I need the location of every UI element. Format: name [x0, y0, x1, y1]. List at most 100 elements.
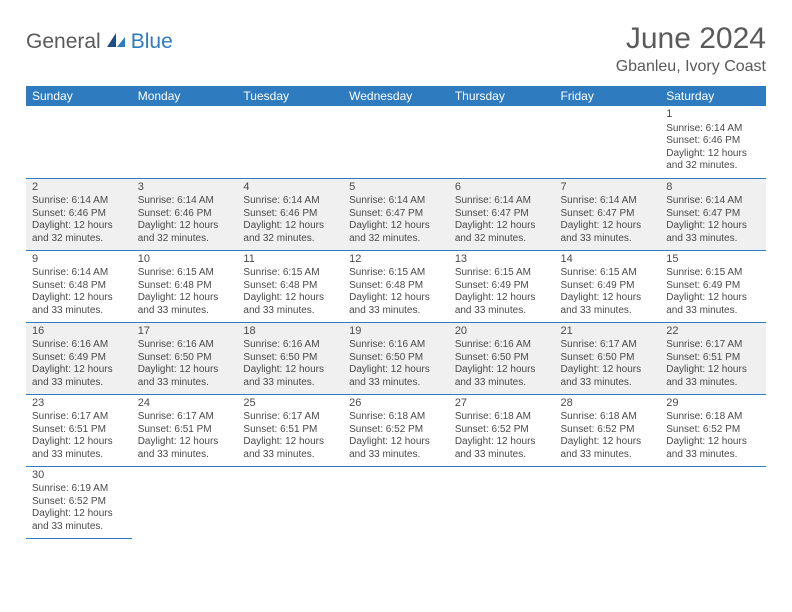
calendar-cell: [237, 466, 343, 538]
day-number: 21: [561, 325, 655, 339]
calendar-week: 16Sunrise: 6:16 AMSunset: 6:49 PMDayligh…: [26, 322, 766, 394]
daylight-text: Daylight: 12 hours and 33 minutes.: [455, 292, 549, 317]
day-number: 4: [243, 181, 337, 195]
sunrise-text: Sunrise: 6:18 AM: [349, 411, 443, 424]
calendar-cell: [660, 466, 766, 538]
sunset-text: Sunset: 6:46 PM: [243, 208, 337, 221]
day-number: 20: [455, 325, 549, 339]
sunrise-text: Sunrise: 6:16 AM: [32, 339, 126, 352]
sunset-text: Sunset: 6:47 PM: [561, 208, 655, 221]
day-header: Monday: [132, 86, 238, 106]
sunset-text: Sunset: 6:46 PM: [32, 208, 126, 221]
sunset-text: Sunset: 6:50 PM: [349, 352, 443, 365]
calendar-cell: [555, 106, 661, 178]
daylight-text: Daylight: 12 hours and 33 minutes.: [561, 220, 655, 245]
daylight-text: Daylight: 12 hours and 33 minutes.: [243, 292, 337, 317]
daylight-text: Daylight: 12 hours and 32 minutes.: [666, 148, 760, 173]
daylight-text: Daylight: 12 hours and 33 minutes.: [138, 364, 232, 389]
day-number: 23: [32, 397, 126, 411]
day-header-row: Sunday Monday Tuesday Wednesday Thursday…: [26, 86, 766, 106]
daylight-text: Daylight: 12 hours and 33 minutes.: [243, 436, 337, 461]
calendar-week: 9Sunrise: 6:14 AMSunset: 6:48 PMDaylight…: [26, 250, 766, 322]
sunset-text: Sunset: 6:49 PM: [455, 280, 549, 293]
sunset-text: Sunset: 6:48 PM: [243, 280, 337, 293]
calendar-cell: 29Sunrise: 6:18 AMSunset: 6:52 PMDayligh…: [660, 394, 766, 466]
daylight-text: Daylight: 12 hours and 33 minutes.: [32, 436, 126, 461]
sunrise-text: Sunrise: 6:17 AM: [32, 411, 126, 424]
day-number: 19: [349, 325, 443, 339]
daylight-text: Daylight: 12 hours and 33 minutes.: [349, 364, 443, 389]
daylight-text: Daylight: 12 hours and 33 minutes.: [455, 364, 549, 389]
sunrise-text: Sunrise: 6:15 AM: [561, 267, 655, 280]
sail-icon: [105, 31, 127, 54]
sunrise-text: Sunrise: 6:15 AM: [349, 267, 443, 280]
title-block: June 2024 Gbanleu, Ivory Coast: [616, 22, 766, 76]
calendar-week: 30Sunrise: 6:19 AMSunset: 6:52 PMDayligh…: [26, 466, 766, 538]
sunset-text: Sunset: 6:52 PM: [349, 424, 443, 437]
day-number: 6: [455, 181, 549, 195]
sunrise-text: Sunrise: 6:15 AM: [138, 267, 232, 280]
daylight-text: Daylight: 12 hours and 32 minutes.: [243, 220, 337, 245]
calendar-week: 23Sunrise: 6:17 AMSunset: 6:51 PMDayligh…: [26, 394, 766, 466]
sunrise-text: Sunrise: 6:18 AM: [561, 411, 655, 424]
sunset-text: Sunset: 6:47 PM: [349, 208, 443, 221]
page-title: June 2024: [616, 22, 766, 56]
day-number: 29: [666, 397, 760, 411]
calendar-cell: 30Sunrise: 6:19 AMSunset: 6:52 PMDayligh…: [26, 466, 132, 538]
daylight-text: Daylight: 12 hours and 33 minutes.: [561, 364, 655, 389]
calendar-cell: 25Sunrise: 6:17 AMSunset: 6:51 PMDayligh…: [237, 394, 343, 466]
calendar-cell: [26, 106, 132, 178]
sunrise-text: Sunrise: 6:19 AM: [32, 483, 126, 496]
calendar-cell: [132, 466, 238, 538]
sunset-text: Sunset: 6:47 PM: [455, 208, 549, 221]
sunset-text: Sunset: 6:52 PM: [32, 496, 126, 509]
daylight-text: Daylight: 12 hours and 33 minutes.: [455, 436, 549, 461]
daylight-text: Daylight: 12 hours and 33 minutes.: [561, 292, 655, 317]
calendar-cell: 20Sunrise: 6:16 AMSunset: 6:50 PMDayligh…: [449, 322, 555, 394]
calendar-cell: 11Sunrise: 6:15 AMSunset: 6:48 PMDayligh…: [237, 250, 343, 322]
sunrise-text: Sunrise: 6:17 AM: [138, 411, 232, 424]
calendar-cell: 8Sunrise: 6:14 AMSunset: 6:47 PMDaylight…: [660, 178, 766, 250]
day-header: Saturday: [660, 86, 766, 106]
sunset-text: Sunset: 6:48 PM: [32, 280, 126, 293]
day-number: 16: [32, 325, 126, 339]
calendar-week: 1Sunrise: 6:14 AMSunset: 6:46 PMDaylight…: [26, 106, 766, 178]
sunset-text: Sunset: 6:51 PM: [666, 352, 760, 365]
day-number: 15: [666, 253, 760, 267]
calendar-cell: 13Sunrise: 6:15 AMSunset: 6:49 PMDayligh…: [449, 250, 555, 322]
calendar-cell: 16Sunrise: 6:16 AMSunset: 6:49 PMDayligh…: [26, 322, 132, 394]
calendar-cell: 28Sunrise: 6:18 AMSunset: 6:52 PMDayligh…: [555, 394, 661, 466]
logo-text-general: General: [26, 30, 101, 54]
day-number: 12: [349, 253, 443, 267]
sunrise-text: Sunrise: 6:15 AM: [243, 267, 337, 280]
daylight-text: Daylight: 12 hours and 33 minutes.: [666, 364, 760, 389]
day-number: 9: [32, 253, 126, 267]
daylight-text: Daylight: 12 hours and 33 minutes.: [32, 508, 126, 533]
sunrise-text: Sunrise: 6:17 AM: [561, 339, 655, 352]
day-number: 5: [349, 181, 443, 195]
calendar-cell: [449, 466, 555, 538]
sunset-text: Sunset: 6:48 PM: [138, 280, 232, 293]
calendar-cell: 15Sunrise: 6:15 AMSunset: 6:49 PMDayligh…: [660, 250, 766, 322]
sunset-text: Sunset: 6:51 PM: [243, 424, 337, 437]
calendar-cell: 22Sunrise: 6:17 AMSunset: 6:51 PMDayligh…: [660, 322, 766, 394]
calendar-cell: 1Sunrise: 6:14 AMSunset: 6:46 PMDaylight…: [660, 106, 766, 178]
sunset-text: Sunset: 6:49 PM: [666, 280, 760, 293]
day-number: 3: [138, 181, 232, 195]
day-header: Sunday: [26, 86, 132, 106]
sunset-text: Sunset: 6:46 PM: [666, 135, 760, 148]
day-number: 17: [138, 325, 232, 339]
calendar-cell: 10Sunrise: 6:15 AMSunset: 6:48 PMDayligh…: [132, 250, 238, 322]
sunrise-text: Sunrise: 6:18 AM: [455, 411, 549, 424]
day-number: 8: [666, 181, 760, 195]
calendar-cell: 21Sunrise: 6:17 AMSunset: 6:50 PMDayligh…: [555, 322, 661, 394]
logo-text-blue: Blue: [131, 30, 173, 54]
day-number: 27: [455, 397, 549, 411]
sunrise-text: Sunrise: 6:14 AM: [243, 195, 337, 208]
calendar-cell: 18Sunrise: 6:16 AMSunset: 6:50 PMDayligh…: [237, 322, 343, 394]
daylight-text: Daylight: 12 hours and 32 minutes.: [138, 220, 232, 245]
header: General Blue June 2024 Gbanleu, Ivory Co…: [26, 22, 766, 76]
calendar-cell: 27Sunrise: 6:18 AMSunset: 6:52 PMDayligh…: [449, 394, 555, 466]
sunset-text: Sunset: 6:46 PM: [138, 208, 232, 221]
daylight-text: Daylight: 12 hours and 32 minutes.: [349, 220, 443, 245]
